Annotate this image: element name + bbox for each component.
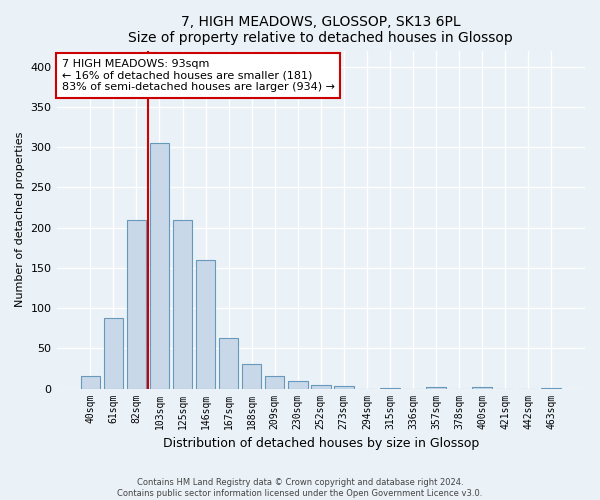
Bar: [265, 376, 284, 388]
X-axis label: Distribution of detached houses by size in Glossop: Distribution of detached houses by size …: [163, 437, 479, 450]
Bar: [311, 384, 331, 388]
Bar: [80, 376, 100, 388]
Bar: [127, 220, 146, 388]
Y-axis label: Number of detached properties: Number of detached properties: [15, 132, 25, 307]
Bar: [219, 338, 238, 388]
Bar: [242, 364, 262, 388]
Bar: [288, 382, 308, 388]
Bar: [104, 318, 123, 388]
Bar: [196, 260, 215, 388]
Text: Contains HM Land Registry data © Crown copyright and database right 2024.
Contai: Contains HM Land Registry data © Crown c…: [118, 478, 482, 498]
Bar: [173, 220, 193, 388]
Bar: [472, 387, 492, 388]
Text: 7 HIGH MEADOWS: 93sqm
← 16% of detached houses are smaller (181)
83% of semi-det: 7 HIGH MEADOWS: 93sqm ← 16% of detached …: [62, 59, 335, 92]
Bar: [426, 387, 446, 388]
Title: 7, HIGH MEADOWS, GLOSSOP, SK13 6PL
Size of property relative to detached houses : 7, HIGH MEADOWS, GLOSSOP, SK13 6PL Size …: [128, 15, 513, 45]
Bar: [334, 386, 353, 388]
Bar: [149, 143, 169, 388]
